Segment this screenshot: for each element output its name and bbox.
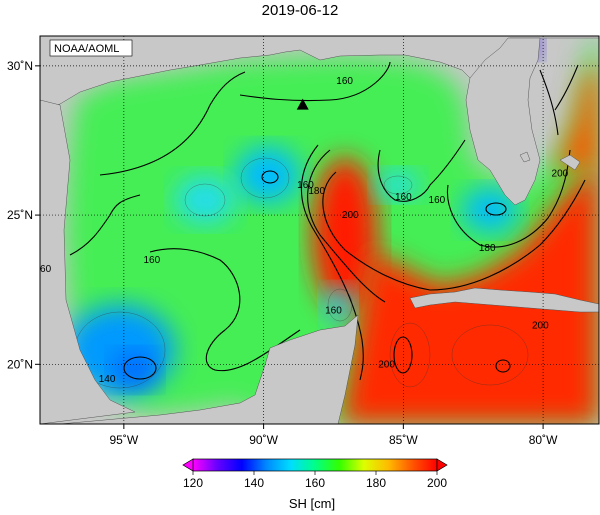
station-marker [296,98,309,110]
axis-ticks: 95˚W 90˚W 85˚W 80˚W 30˚N 25˚N 20˚N [7,59,558,447]
lon-tick-label: 80˚W [529,433,558,447]
colorbar-tick-label: 180 [366,476,386,490]
contour-lines [69,61,586,381]
warm-eddy [312,157,378,313]
colorbar-unit: SH [cm] [289,496,335,511]
thin-contour-7 [389,322,431,388]
land-bahamas [559,154,581,171]
contour-label: 160 [325,306,342,317]
lon-tick-label: 95˚W [110,433,139,447]
lat-tick-label: 25˚N [7,208,33,222]
colorbar-low-arrow [182,458,194,472]
contour-160-loop [300,144,364,381]
cool-spot-center [236,147,300,203]
cool-spot-campeche [323,287,353,323]
contour-180-loop [307,149,386,303]
gulfstream-north [555,60,599,170]
thin-contour-1 [240,157,290,199]
cool-spot-west [175,176,235,224]
credit-box [49,39,133,57]
thin-contour-lines [74,157,529,389]
thin-contour-5 [383,175,413,195]
contour-label: 140 [99,374,116,385]
cool-spot-east [462,188,518,232]
lon-tick-label: 90˚W [249,433,278,447]
colorbar-tick-label: 120 [183,476,203,490]
thin-contour-2 [184,183,226,217]
contour-label: 200 [532,321,549,332]
thin-contour-4 [327,288,353,322]
contour-180-east [446,149,571,248]
contour-200-north [554,64,579,111]
contour-label: 200 [342,210,359,221]
thin-contour-6 [451,324,529,386]
land-cuba [409,287,599,313]
lat-tick-label: 30˚N [7,59,33,73]
contour-label: 60 [40,264,52,275]
contour-label: 200 [552,168,569,179]
colorbar-high-arrow [436,458,448,472]
contour-160-north [239,61,391,102]
contour-label: 180 [308,186,325,197]
contour-200-south [393,336,413,374]
colorbar: 120 140 160 180 200 SH [cm] [182,458,448,511]
contour-160-west [99,71,246,176]
contour-140-south [123,356,157,380]
land-mexico-south [59,314,359,424]
contour-label: 180 [479,243,496,254]
colorbar-ticks: 120 140 160 180 200 [183,471,447,490]
contour-140-center [261,170,279,184]
contour-180-north [539,69,559,136]
colorbar-tick-label: 160 [305,476,325,490]
lat-lon-grid [40,36,599,424]
contour-label: 160 [297,180,314,191]
contour-label: 160 [395,192,412,203]
colorbar-tick-label: 140 [244,476,264,490]
contour-label: 160 [429,195,446,206]
credit-text: NOAA/AOML [54,43,119,55]
land-florida [465,37,541,206]
contour-label: 200 [378,359,395,370]
contour-label: 160 [336,76,353,87]
contour-200-southeast [495,359,511,373]
map-title: 2019-06-12 [261,2,339,19]
cool-spot-south [113,352,157,388]
contour-200 [322,171,586,291]
land-overlays [40,36,599,424]
colorbar-tick-label: 200 [427,476,447,490]
lat-tick-label: 20˚N [7,357,33,371]
lon-tick-label: 85˚W [389,433,418,447]
land-island-small [519,151,531,163]
land-west [40,99,136,424]
map-frame [39,35,600,425]
contour-160-northeast [377,139,466,202]
colorbar-bar [192,458,438,472]
contour-label: 160 [143,255,160,266]
contour-160-central [149,248,301,372]
